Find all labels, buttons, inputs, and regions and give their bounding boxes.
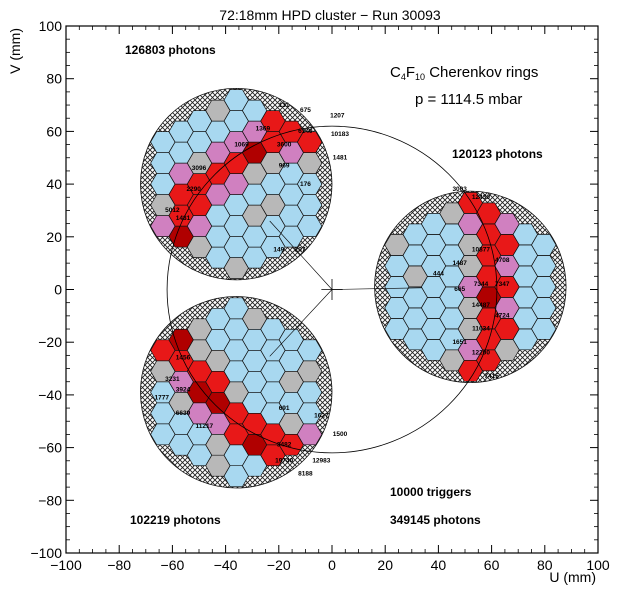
pixel-count-label: 3600 xyxy=(277,141,292,148)
pixel-count-label: 1627 xyxy=(314,413,329,420)
photons-bottom-label: 102219 photons xyxy=(130,513,221,527)
y-tick-label: −100 xyxy=(30,545,62,561)
pixel-count-label: 10183 xyxy=(331,131,349,138)
y-tick-label: 40 xyxy=(46,176,62,192)
x-tick-label: 100 xyxy=(586,557,610,573)
pixel-count-label: 675 xyxy=(300,107,311,114)
hpd-pixel xyxy=(296,339,323,362)
pixel-count-label: 12983 xyxy=(312,457,330,464)
photons-right-label: 120123 photons xyxy=(452,147,543,161)
x-tick-label: 80 xyxy=(537,557,553,573)
y-axis: −100 −80 −60 −40 −20 0 20 40 60 80 100 xyxy=(30,18,598,561)
pixel-count-label: 6639 xyxy=(176,410,191,417)
y-tick-label: 20 xyxy=(46,229,62,245)
gas-f: F xyxy=(406,64,415,81)
y-tick-label: −20 xyxy=(38,334,62,350)
pixel-count-label: 19740 xyxy=(275,457,293,464)
pixel-count-label: 14487 xyxy=(472,302,490,309)
y-tick-label: 100 xyxy=(39,18,63,34)
triggers-label: 10000 triggers xyxy=(390,485,472,499)
pixel-count-label: 3231 xyxy=(165,376,180,383)
y-tick-label: 80 xyxy=(46,71,62,87)
pixel-count-label: 1500 xyxy=(333,431,348,438)
y-tick-label: 60 xyxy=(46,123,62,139)
pixel-count-label: 207 xyxy=(295,247,306,254)
pixel-count-label: 691 xyxy=(279,405,290,412)
pixel-count-label: 5012 xyxy=(165,207,180,214)
x-tick-label: 0 xyxy=(328,557,336,573)
pixel-count-label: 1777 xyxy=(155,394,170,401)
pixel-count-label: 149 xyxy=(273,247,284,254)
gas-c: C xyxy=(390,64,401,81)
pixel-count-label: 176 xyxy=(300,181,311,188)
x-tick-label: 60 xyxy=(484,557,500,573)
pixel-count-label: 11634 xyxy=(472,326,490,333)
y-tick-label: 0 xyxy=(54,282,62,298)
pixel-count-label: 7344 xyxy=(474,281,489,288)
pixel-count-label: 6140 xyxy=(298,128,313,135)
ring-spoke xyxy=(269,220,333,290)
pixel-count-label: 10877 xyxy=(472,247,490,254)
gas-sub-4: 4 xyxy=(401,72,406,82)
y-tick-label: −60 xyxy=(38,440,62,456)
pixel-count-label: 1651 xyxy=(452,339,467,346)
y-tick-label: −40 xyxy=(38,387,62,403)
pixel-count-label: 3924 xyxy=(176,386,191,393)
ring-layer xyxy=(166,125,498,454)
ring-spoke xyxy=(269,289,333,357)
pixel-count-label: 4708 xyxy=(495,257,510,264)
y-tick-label: −80 xyxy=(38,492,62,508)
pixel-count-label: 969 xyxy=(279,162,290,169)
hpd-pixel xyxy=(531,234,557,256)
pixel-label-layer: 131 675 1207 6140 10183 1369 3600 1481 3096 2290 5… xyxy=(155,102,510,478)
x-axis: −100 −80 −60 −40 −20 0 20 40 60 80 100 xyxy=(50,26,610,573)
gas-label: C4F10 Cherenkov rings xyxy=(390,64,538,82)
x-tick-label: −40 xyxy=(214,557,238,573)
chart-title: 72:18mm HPD cluster − Run 30093 xyxy=(219,7,441,23)
cherenkov-ring-0 xyxy=(166,125,498,454)
y-axis-label: V (mm) xyxy=(7,28,23,74)
gas-sub-10: 10 xyxy=(415,72,425,82)
photons-top-label: 126803 photons xyxy=(125,43,216,57)
pixel-count-label: 1487 xyxy=(452,260,467,267)
x-tick-label: 40 xyxy=(431,557,447,573)
pixel-count-label: 2290 xyxy=(186,186,201,193)
x-tick-label: 20 xyxy=(377,557,393,573)
pixel-count-label: 1481 xyxy=(176,215,191,222)
pixel-count-label: 7415 xyxy=(484,373,499,380)
pixel-count-label: 4724 xyxy=(495,313,510,320)
x-axis-label: U (mm) xyxy=(549,569,596,585)
pixel-count-label: 1207 xyxy=(330,112,345,119)
ring-spoke xyxy=(331,287,422,290)
pixel-count-label: 1456 xyxy=(176,355,191,362)
pressure-label: p = 1114.5 mbar xyxy=(415,91,522,108)
pixel-count-label: 12200 xyxy=(472,349,490,356)
pixel-count-label: 3096 xyxy=(192,165,207,172)
x-tick-label: −60 xyxy=(161,557,185,573)
pixel-count-label: 665 xyxy=(454,286,465,293)
pixel-count-label: 1069 xyxy=(234,141,249,148)
pixel-count-label: 12430 xyxy=(472,194,490,201)
gas-rest: Cherenkov rings xyxy=(425,64,538,81)
pixel-count-label: 1369 xyxy=(256,125,271,132)
x-tick-label: −20 xyxy=(267,557,291,573)
pixel-count-label: 131 xyxy=(279,102,290,109)
pixel-count-label: 11217 xyxy=(195,423,213,430)
pixel-count-label: 1481 xyxy=(333,154,348,161)
pixel-count-label: 8188 xyxy=(298,471,313,478)
pixel-count-label: 7347 xyxy=(495,281,510,288)
hpd-layer xyxy=(140,87,567,489)
hpd-pixel xyxy=(296,131,323,153)
x-tick-label: −100 xyxy=(50,557,82,573)
pixel-count-label: 3003 xyxy=(452,186,467,193)
pixel-count-label: 444 xyxy=(433,270,444,277)
photons-total-label: 349145 photons xyxy=(390,513,481,527)
x-tick-label: −80 xyxy=(107,557,131,573)
pixel-count-label: 3482 xyxy=(277,442,292,449)
